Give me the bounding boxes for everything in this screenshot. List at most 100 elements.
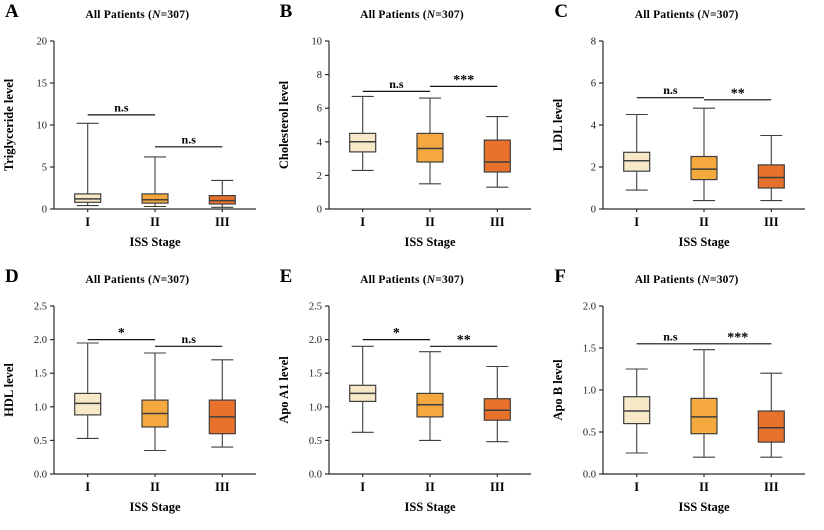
x-tick-label: III [764,480,779,494]
x-tick-label: III [215,480,230,494]
boxplot-hdl: 0.0 0.5 1.0 1.5 2.0 2.5 I II III * n.s HDL level ISS… [0,292,274,526]
panel-title-B: All Patients (N=307) [360,9,464,21]
x-tick-label: III [490,215,505,229]
box-stage-III [208,179,236,208]
panel-title-E: All Patients (N=307) [360,274,464,286]
y-tick-label: 1.0 [34,402,47,413]
significance-bracket: * [87,326,155,341]
y-tick-label: 6 [316,104,321,115]
panel-title-D: All Patients (N=307) [85,274,190,286]
y-tick-label: 0.5 [583,428,596,439]
x-axis: I II III [328,208,531,229]
significance-bracket: n.s [155,332,223,347]
y-tick-label: 20 [37,37,48,48]
y-axis-title: Cholesterol level [277,80,291,169]
y-tick-label: 2.5 [34,302,47,313]
box-stage-I [74,342,102,439]
panel-C: C All Patients (N=307) 0 2 4 6 8 I II III n.s ** L… [549,0,824,265]
box-stage-I [348,95,376,171]
y-tick-label: 0.5 [309,436,322,447]
y-tick-label: 2 [591,163,596,174]
panel-title-C: All Patients (N=307) [634,9,739,21]
box-stage-I [623,368,651,454]
significance-bracket: *** [704,330,772,345]
y-tick-label: 2.0 [583,302,596,313]
x-tick-label: II [150,480,160,494]
significance-label: n.s [114,100,129,114]
boxplot-triglyceride: 0 5 10 15 20 I II III n.s n.s Triglyceride level IS… [0,27,274,261]
significance-bracket: n.s [637,83,705,99]
box-stage-III [483,365,511,443]
y-tick-label: 0.0 [34,470,47,481]
significance-label: n.s [664,83,679,97]
x-tick-label: I [635,480,640,494]
significance-bracket: *** [429,73,497,88]
y-tick-label: 4 [316,137,322,148]
box-stage-III [758,134,786,202]
y-tick-label: 2.5 [309,302,322,313]
panel-B: B All Patients (N=307) 0 2 4 6 8 10 I II III n.s *… [275,0,550,265]
y-tick-label: 0.0 [309,470,322,481]
y-axis: 0.0 0.5 1.0 1.5 2.0 2.5 [34,302,55,481]
y-tick-label: 1.0 [309,402,322,413]
y-tick-label: 1.0 [583,386,596,397]
y-tick-label: 8 [316,70,321,81]
y-axis-title: Apo B level [551,359,565,421]
y-tick-label: 1.5 [309,369,322,380]
x-axis: I II III [603,208,806,229]
y-tick-label: 8 [591,37,596,48]
x-axis-title: ISS Stage [404,235,456,249]
y-axis: 0.0 0.5 1.0 1.5 2.0 [583,302,604,481]
x-tick-label: II [150,215,160,229]
y-tick-label: 10 [37,121,48,132]
y-tick-label: 5 [42,163,47,174]
significance-bracket: n.s [637,329,705,345]
x-axis: I II III [54,208,256,229]
significance-label: * [118,326,125,341]
x-tick-label: II [699,215,709,229]
x-tick-label: II [699,480,709,494]
panel-A: A All Patients (N=307) 0 5 10 15 20 I II III n.s… [0,0,275,265]
x-axis-title: ISS Stage [129,235,181,249]
boxplot-cholesterol: 0 2 4 6 8 10 I II III n.s *** Cholesterol level ISS … [275,27,549,261]
box-stage-I [623,113,651,191]
significance-bracket: * [362,326,430,341]
boxplot-apo-a1: 0.0 0.5 1.0 1.5 2.0 2.5 I II III * ** Apo A1 level I… [275,292,549,526]
panel-letter-E: E [279,266,293,287]
y-tick-label: 1.5 [34,369,47,380]
y-tick-label: 1.5 [583,344,596,355]
panel-letter-C: C [554,1,569,22]
significance-bracket: n.s [87,100,155,116]
x-tick-label: II [425,215,435,229]
box-stage-I [348,345,376,433]
significance-label: n.s [664,329,679,343]
significance-label: *** [728,330,749,345]
significance-label: *** [453,73,474,88]
significance-bracket: n.s [362,77,430,93]
box-stage-I [74,122,102,207]
box-stage-II [141,352,169,452]
y-tick-label: 0.5 [34,436,47,447]
box-stage-II [416,351,444,441]
y-axis-title: HDL level [2,363,16,417]
panel-letter-B: B [279,1,293,22]
y-tick-label: 2.0 [34,335,47,346]
significance-bracket: ** [429,333,497,348]
x-tick-label: III [490,480,505,494]
x-axis-title: ISS Stage [679,500,731,514]
y-tick-label: 6 [591,79,596,90]
x-axis: I II III [603,473,806,494]
x-tick-label: I [360,480,365,494]
significance-label: n.s [389,77,404,91]
x-axis-title: ISS Stage [129,500,181,514]
x-tick-label: III [764,215,779,229]
box-stage-II [416,97,444,185]
y-axis-title: Apo A1 level [277,356,291,424]
x-axis-title: ISS Stage [679,235,731,249]
y-tick-label: 10 [311,37,322,48]
panel-letter-D: D [5,266,19,287]
